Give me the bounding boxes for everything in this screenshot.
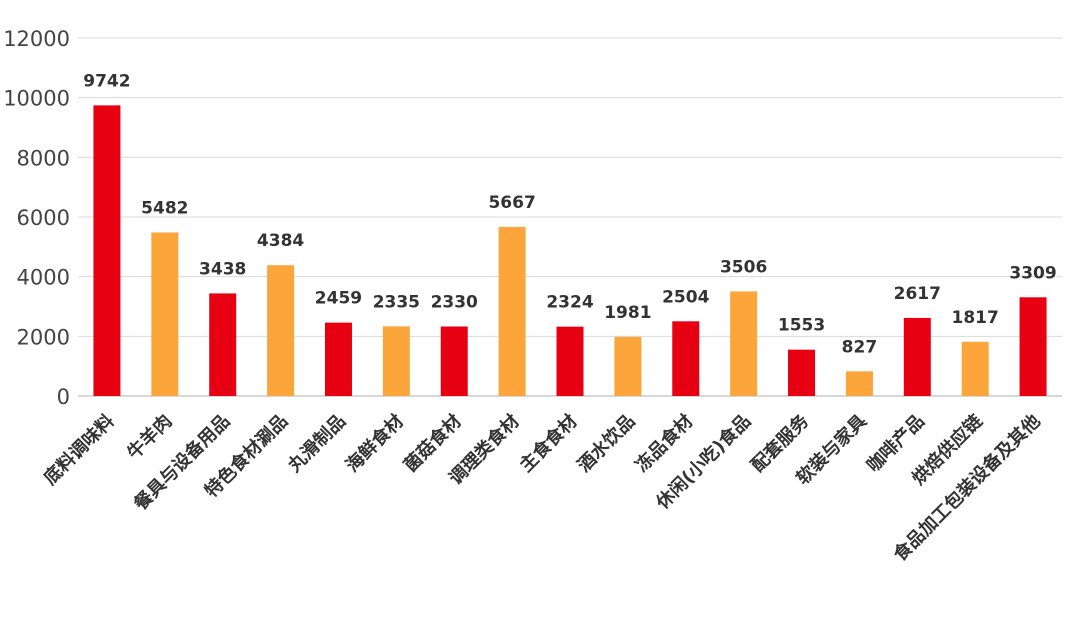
y-tick-label-6: 12000	[3, 27, 70, 51]
x-category-label-8: 主食食材	[515, 410, 581, 476]
x-category-label-0: 底料调味料	[39, 410, 118, 489]
bar-13	[845, 371, 873, 396]
y-tick-label-0: 0	[57, 385, 70, 409]
x-category-label-4: 丸滑制品	[284, 411, 350, 477]
y-tick-label-2: 4000	[17, 266, 70, 290]
x-category-label-9: 酒水饮品	[573, 410, 639, 476]
bar-2	[209, 293, 237, 396]
bar-15	[961, 341, 989, 396]
x-axis-category-labels: 底料调味料 牛羊肉餐具与设备用品特色食材涮品丸滑制品海鲜食材菌菇食材调理类食材主食…	[39, 409, 1044, 566]
y-tick-label-3: 6000	[17, 206, 70, 230]
data-label-3: 4384	[257, 231, 304, 251]
bar-7	[498, 226, 526, 396]
bar-11	[730, 291, 758, 396]
data-labels: 9742 5482 3438 4384 2459 2335 2330 5667 2324 1981…	[83, 71, 1056, 357]
data-label-7: 5667	[488, 193, 535, 213]
data-label-15: 1817	[952, 308, 999, 328]
y-axis-tick-labels: 0 2000 4000 6000 8000 10000 12000	[3, 27, 70, 409]
bar-5	[382, 326, 410, 396]
y-tick-label-4: 8000	[17, 146, 70, 170]
bar-9	[614, 336, 642, 396]
data-label-1: 5482	[141, 198, 188, 218]
data-label-4: 2459	[315, 289, 362, 309]
x-category-label-2: 餐具与设备用品	[129, 410, 234, 515]
bars	[93, 105, 1047, 396]
data-label-13: 827	[842, 337, 878, 357]
bar-8	[556, 326, 584, 396]
data-label-11: 3506	[720, 257, 767, 277]
x-category-label-1: 牛羊肉	[123, 410, 177, 464]
bar-10	[672, 321, 700, 396]
bar-0	[93, 105, 121, 396]
bar-16	[1019, 297, 1047, 396]
y-tick-label-5: 10000	[3, 87, 70, 111]
data-label-9: 1981	[604, 303, 651, 323]
bar-3	[267, 265, 295, 396]
data-label-8: 2324	[546, 293, 593, 313]
bar-14	[903, 317, 931, 396]
bar-4	[324, 322, 352, 396]
data-label-10: 2504	[662, 287, 709, 307]
grid-lines	[78, 37, 1062, 397]
data-label-0: 9742	[83, 71, 130, 91]
bar-6	[440, 326, 468, 396]
data-label-14: 2617	[894, 284, 941, 304]
x-category-label-5: 海鲜食材	[341, 410, 407, 476]
data-label-12: 1553	[778, 316, 825, 336]
data-label-5: 2335	[373, 292, 420, 312]
data-label-6: 2330	[431, 292, 478, 312]
bar-1	[151, 232, 179, 396]
y-tick-label-1: 2000	[17, 325, 70, 349]
data-label-16: 3309	[1009, 263, 1056, 283]
data-label-2: 3438	[199, 259, 246, 279]
bar-12	[788, 349, 816, 396]
